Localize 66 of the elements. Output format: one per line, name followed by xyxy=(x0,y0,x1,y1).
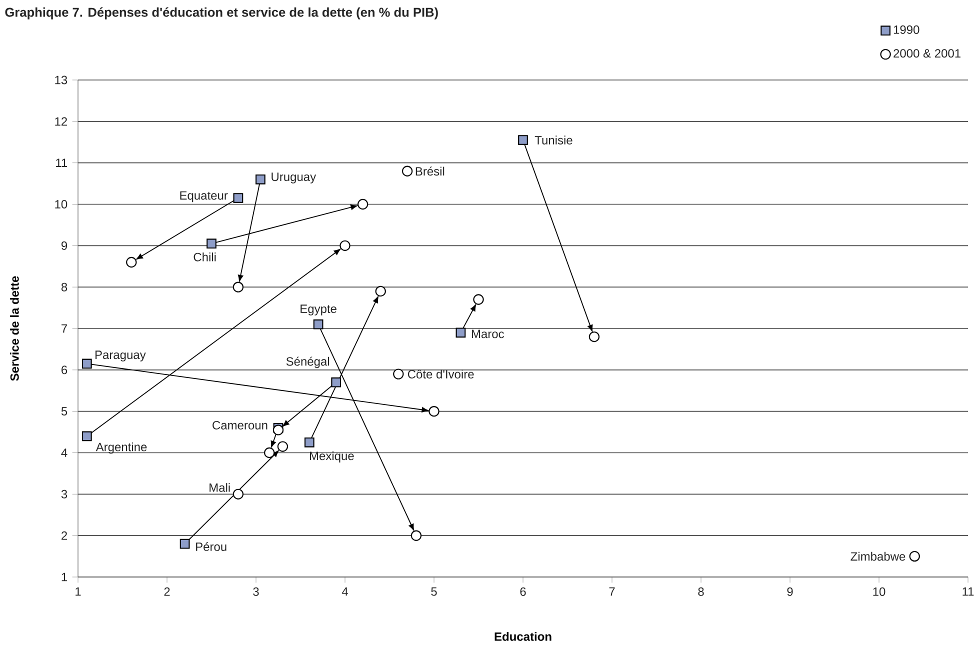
x-tick-label: 6 xyxy=(520,587,526,596)
point xyxy=(232,488,244,500)
y-axis-title: Service de la dette xyxy=(10,276,19,381)
point xyxy=(428,406,440,417)
y-tick-label: 11 xyxy=(56,158,68,167)
x-tick-label: 5 xyxy=(431,587,437,596)
annotation: Maroc xyxy=(472,330,504,338)
y-tick-label: 3 xyxy=(61,490,68,498)
y-tick-label: 10 xyxy=(55,200,68,209)
point xyxy=(340,240,350,251)
point xyxy=(909,550,920,562)
x-tick-label: 7 xyxy=(609,587,615,596)
point xyxy=(82,358,92,369)
x-tick-label: 11 xyxy=(962,587,974,596)
annotation: Côte d'Ivoire xyxy=(408,370,474,378)
annotation: Tunisie xyxy=(534,136,572,144)
point xyxy=(206,238,216,249)
y-tick-label: 13 xyxy=(55,76,68,84)
point xyxy=(313,319,324,330)
annotation: Uruguay xyxy=(272,172,316,184)
x-axis-title: Education xyxy=(494,632,552,641)
point xyxy=(357,198,368,210)
annotation: Sénégal xyxy=(286,356,330,368)
legend-label: 2000 & 2001 xyxy=(894,49,960,58)
point xyxy=(518,135,528,145)
point xyxy=(126,256,137,268)
point xyxy=(264,447,275,458)
y-tick-label: 6 xyxy=(62,366,68,374)
chart-title: Graphique 7. Dépenses d'éducation et service de la dette (en % du PIB) xyxy=(5,7,438,20)
x-tick-label: 4 xyxy=(342,587,348,596)
point xyxy=(331,377,342,388)
point xyxy=(272,424,284,436)
annotation: Paraguay xyxy=(95,350,146,362)
point xyxy=(410,530,422,541)
x-tick-label: 1 xyxy=(76,587,81,596)
annotation: Brésil xyxy=(416,166,444,176)
y-tick-label: 2 xyxy=(62,531,67,540)
point xyxy=(256,174,266,184)
y-tick-label: 1 xyxy=(62,572,68,582)
x-tick-label: 8 xyxy=(698,587,704,596)
y-tick-label: 12 xyxy=(55,117,67,126)
annotation: Argentine xyxy=(96,442,147,454)
y-tick-label: 9 xyxy=(61,241,68,250)
point xyxy=(304,437,314,448)
annotation: Equateur xyxy=(180,191,228,202)
point xyxy=(82,431,92,442)
annotation: Mexique xyxy=(310,451,354,463)
y-tick-label: 5 xyxy=(61,407,68,416)
annotation: Mali xyxy=(210,483,230,492)
annotation: Pérou xyxy=(196,542,226,552)
annotation: Egypte xyxy=(300,304,336,316)
y-tick-label: 7 xyxy=(62,324,67,333)
annotation: Cameroun xyxy=(212,420,268,430)
x-tick-label: 3 xyxy=(253,587,259,596)
legend-label: 1990 xyxy=(894,25,920,34)
x-tick-label: 9 xyxy=(787,587,793,596)
point xyxy=(232,282,244,292)
y-tick-label: 4 xyxy=(61,448,68,457)
annotation: Zimbabwe xyxy=(850,552,906,561)
point xyxy=(456,328,466,338)
y-tick-label: 8 xyxy=(61,282,68,292)
point xyxy=(233,193,244,203)
point xyxy=(180,538,190,549)
x-tick-label: 2 xyxy=(164,587,170,596)
x-tick-label: 10 xyxy=(873,587,886,596)
annotation: Chili xyxy=(194,252,216,262)
